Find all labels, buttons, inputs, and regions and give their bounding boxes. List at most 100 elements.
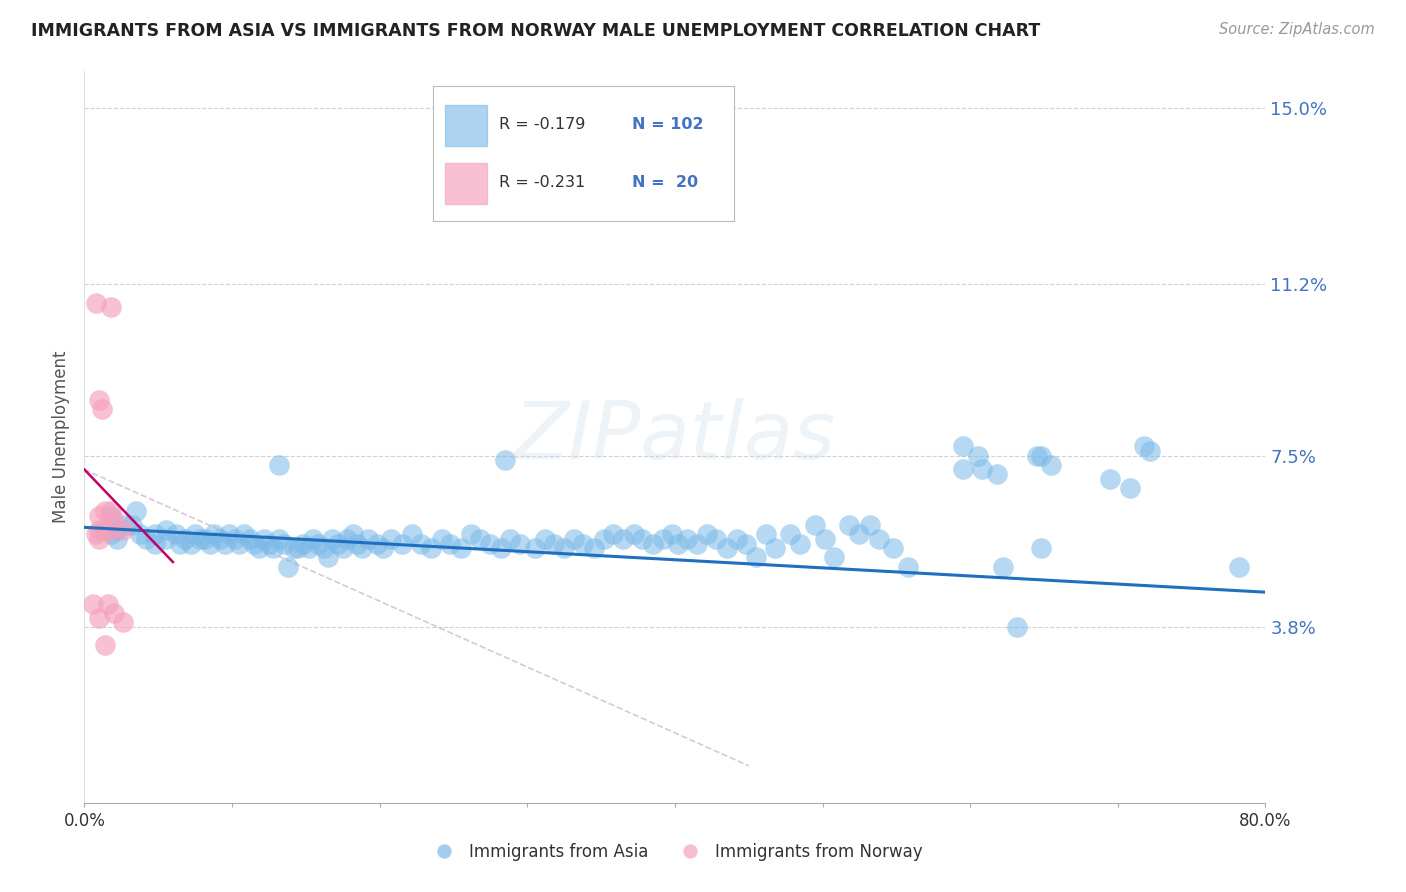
Point [970, 462, 993, 476]
Point [1118, 481, 1140, 495]
Point [952, 462, 974, 476]
Point [291, 536, 314, 550]
Point [342, 527, 364, 541]
Point [612, 532, 634, 546]
Point [641, 536, 664, 550]
Point [686, 536, 709, 550]
Point [129, 527, 152, 541]
Point [553, 541, 575, 556]
Text: ZIPatlas: ZIPatlas [513, 398, 837, 476]
Point [94, 639, 117, 653]
Point [105, 532, 128, 546]
Point [991, 559, 1014, 574]
Point [582, 541, 605, 556]
Point [439, 536, 461, 550]
Point [696, 527, 718, 541]
Point [312, 541, 335, 556]
Point [479, 536, 502, 550]
Point [572, 536, 595, 550]
Point [194, 532, 217, 546]
Point [859, 518, 882, 533]
Point [420, 541, 443, 556]
Point [155, 523, 177, 537]
Point [952, 439, 974, 453]
Point [1227, 559, 1250, 574]
Point [100, 504, 122, 518]
Point [868, 532, 890, 546]
Point [209, 532, 232, 546]
Point [1025, 449, 1047, 463]
Point [125, 504, 148, 518]
Point [84, 295, 107, 310]
Point [543, 536, 565, 550]
Point [602, 527, 624, 541]
Point [450, 541, 472, 556]
Point [1139, 444, 1161, 458]
Point [1133, 439, 1156, 453]
Point [430, 532, 453, 546]
Point [82, 597, 104, 611]
Point [763, 541, 786, 556]
Point [103, 606, 125, 620]
Point [489, 541, 512, 556]
Point [986, 467, 1008, 482]
Point [745, 550, 768, 565]
Point [623, 527, 645, 541]
Point [814, 532, 837, 546]
Point [188, 532, 211, 546]
Point [882, 541, 904, 556]
Point [460, 527, 482, 541]
Point [321, 532, 343, 546]
Point [298, 541, 321, 556]
Point [725, 532, 748, 546]
Point [100, 508, 122, 523]
Point [262, 541, 284, 556]
Point [94, 523, 117, 537]
Point [103, 513, 125, 527]
Point [716, 541, 738, 556]
Point [94, 504, 117, 518]
Point [269, 532, 291, 546]
Point [184, 527, 207, 541]
Point [328, 536, 350, 550]
Point [391, 536, 413, 550]
Point [468, 532, 491, 546]
Point [316, 550, 339, 565]
Point [789, 536, 811, 550]
Point [97, 597, 120, 611]
Point [218, 527, 240, 541]
Point [666, 536, 689, 550]
Point [357, 532, 380, 546]
Point [257, 536, 280, 550]
Point [180, 536, 202, 550]
Point [243, 536, 266, 550]
Point [214, 536, 236, 550]
Point [593, 532, 616, 546]
Point [247, 541, 270, 556]
Point [173, 532, 195, 546]
Text: IMMIGRANTS FROM ASIA VS IMMIGRANTS FROM NORWAY MALE UNEMPLOYMENT CORRELATION CHA: IMMIGRANTS FROM ASIA VS IMMIGRANTS FROM … [31, 22, 1040, 40]
Point [523, 541, 546, 556]
Point [848, 527, 870, 541]
Point [87, 392, 111, 407]
Y-axis label: Male Unemployment: Male Unemployment [52, 351, 70, 524]
Point [84, 527, 107, 541]
Point [87, 532, 111, 546]
Point [494, 453, 516, 467]
Point [155, 532, 177, 546]
Point [1007, 620, 1029, 634]
Point [111, 615, 134, 630]
Point [277, 559, 299, 574]
Point [169, 536, 191, 550]
Point [498, 532, 520, 546]
Point [114, 518, 136, 533]
Point [371, 541, 394, 556]
Point [111, 523, 134, 537]
Point [273, 536, 295, 550]
Point [779, 527, 801, 541]
Point [283, 541, 305, 556]
Point [336, 532, 359, 546]
Point [302, 532, 325, 546]
Point [135, 532, 157, 546]
Point [804, 518, 827, 533]
